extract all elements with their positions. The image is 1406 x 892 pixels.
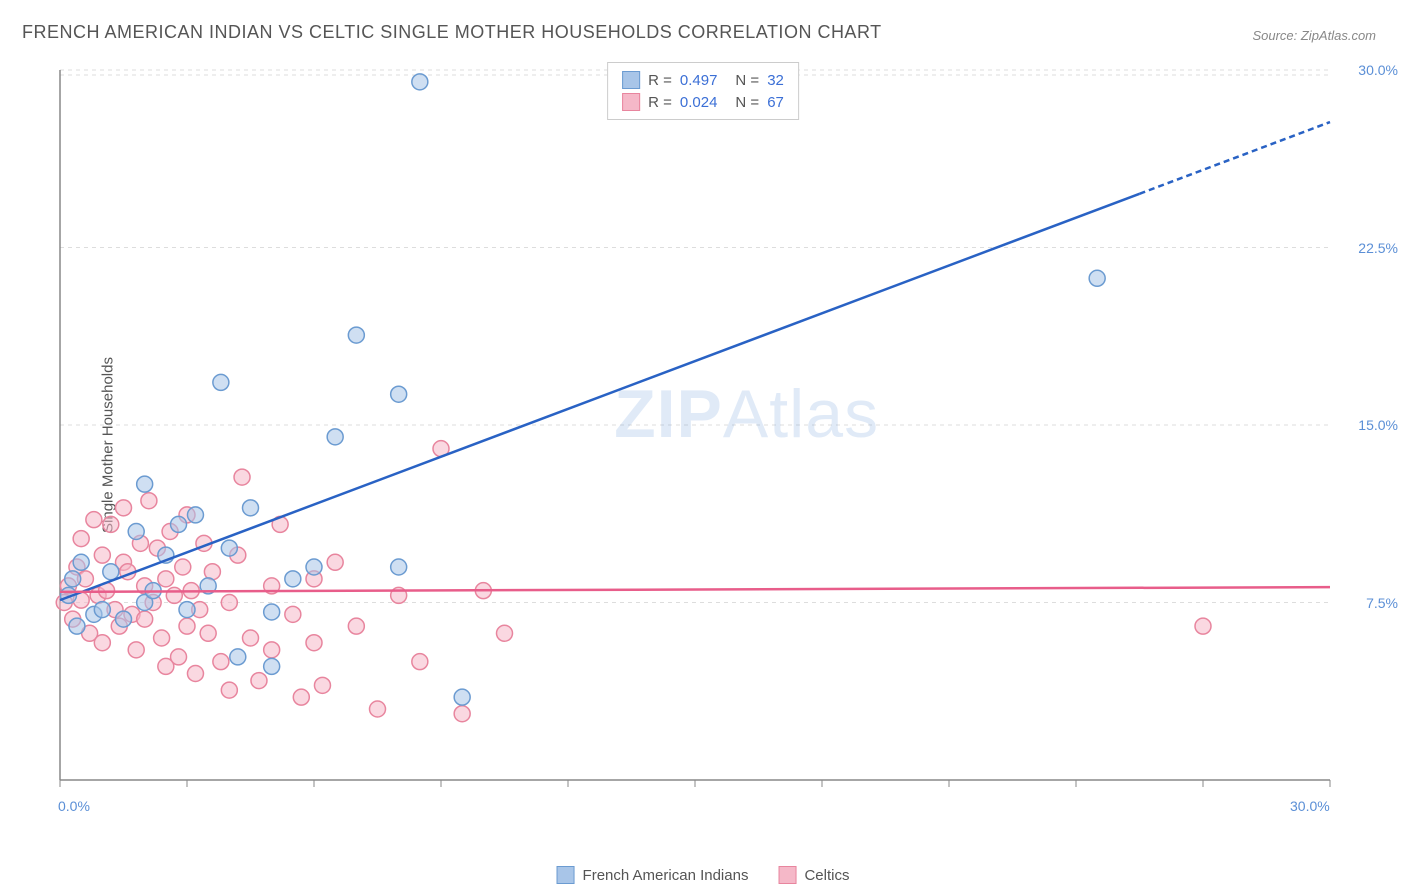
legend-swatch: [778, 866, 796, 884]
legend-r-label: R =: [648, 72, 672, 89]
scatter-plot: [50, 60, 1340, 830]
x-tick-label: 30.0%: [1290, 798, 1330, 814]
y-tick-label: 30.0%: [1358, 62, 1398, 78]
series-legend: French American Indians Celtics: [557, 866, 850, 884]
y-tick-label: 15.0%: [1358, 417, 1398, 433]
series-legend-label: French American Indians: [583, 867, 749, 884]
correlation-legend: R = 0.497 N = 32 R = 0.024 N = 67: [607, 62, 799, 120]
legend-n-label: N =: [735, 72, 759, 89]
legend-r-value: 0.497: [680, 72, 718, 89]
legend-r-label: R =: [648, 94, 672, 111]
legend-r-value: 0.024: [680, 94, 718, 111]
x-tick-label: 0.0%: [58, 798, 90, 814]
series-legend-label: Celtics: [804, 867, 849, 884]
chart-container: FRENCH AMERICAN INDIAN VS CELTIC SINGLE …: [0, 0, 1406, 892]
series-legend-item: Celtics: [778, 866, 849, 884]
legend-n-label: N =: [735, 94, 759, 111]
y-tick-label: 7.5%: [1366, 595, 1398, 611]
legend-swatch: [557, 866, 575, 884]
y-tick-label: 22.5%: [1358, 240, 1398, 256]
legend-swatch: [622, 93, 640, 111]
chart-area: Single Mother Households 7.5%15.0%22.5%3…: [50, 60, 1340, 830]
chart-title: FRENCH AMERICAN INDIAN VS CELTIC SINGLE …: [22, 22, 882, 43]
series-legend-item: French American Indians: [557, 866, 749, 884]
source-attribution: Source: ZipAtlas.com: [1252, 28, 1376, 43]
correlation-legend-row: R = 0.497 N = 32: [622, 69, 784, 91]
correlation-legend-row: R = 0.024 N = 67: [622, 91, 784, 113]
legend-swatch: [622, 71, 640, 89]
legend-n-value: 67: [767, 94, 784, 111]
legend-n-value: 32: [767, 72, 784, 89]
